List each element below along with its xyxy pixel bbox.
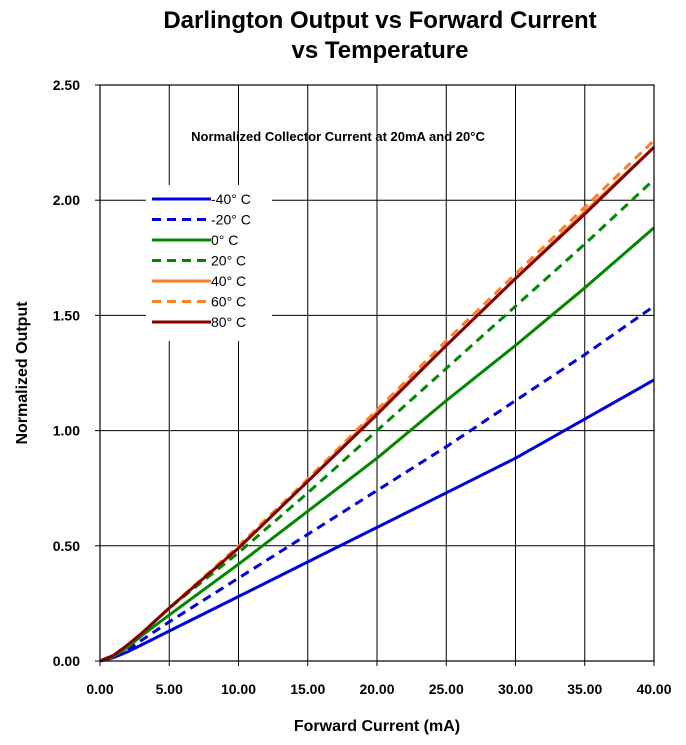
chart-title-line-2: vs Temperature [292, 37, 469, 64]
x-tick-label: 35.00 [567, 681, 602, 697]
grid [100, 85, 654, 661]
legend: -40° C -20° C 0° C 20° C 40° C 60° C 80° C [146, 185, 272, 341]
series-line [99, 226, 655, 663]
legend-label: -40° C [211, 191, 251, 207]
legend-label: 20° C [211, 253, 246, 269]
y-axis-label: Normalized Output [14, 301, 31, 445]
series-line [99, 304, 655, 663]
legend-background [146, 185, 272, 341]
y-tick-label: 1.50 [53, 307, 80, 323]
x-tick-label: 15.00 [290, 681, 325, 697]
legend-label: 40° C [211, 273, 246, 289]
x-tick-label: 25.00 [429, 681, 464, 697]
y-tick-label: 0.50 [53, 538, 80, 554]
y-tick-label: 2.00 [53, 192, 80, 208]
y-tick-label: 0.00 [53, 653, 80, 669]
chart-title-line-1: Darlington Output vs Forward Current [163, 7, 596, 34]
x-tick-label: 20.00 [359, 681, 394, 697]
series-line [99, 378, 655, 663]
x-axis-label: Forward Current (mA) [294, 718, 460, 735]
legend-label: 80° C [211, 314, 246, 330]
x-tick-label: 10.00 [221, 681, 256, 697]
legend-label: 0° C [211, 232, 238, 248]
series-line [99, 139, 656, 663]
y-tick-label: 2.50 [53, 77, 80, 93]
y-tick-label: 1.00 [53, 423, 80, 439]
x-tick-label: 30.00 [498, 681, 533, 697]
series-line [99, 178, 656, 663]
series-lines [99, 139, 656, 663]
x-tick-label: 0.00 [86, 681, 113, 697]
x-tick-label: 40.00 [636, 681, 671, 697]
axis-ticks: 0.00 5.00 10.00 15.00 20.00 25.00 30.00 35.00 40… [53, 77, 672, 697]
legend-label: -20° C [211, 212, 251, 228]
annotation-text: Normalized Collector Current at 20mA and… [191, 129, 485, 144]
x-tick-label: 5.00 [156, 681, 183, 697]
series-line [99, 146, 656, 663]
legend-label: 60° C [211, 294, 246, 310]
